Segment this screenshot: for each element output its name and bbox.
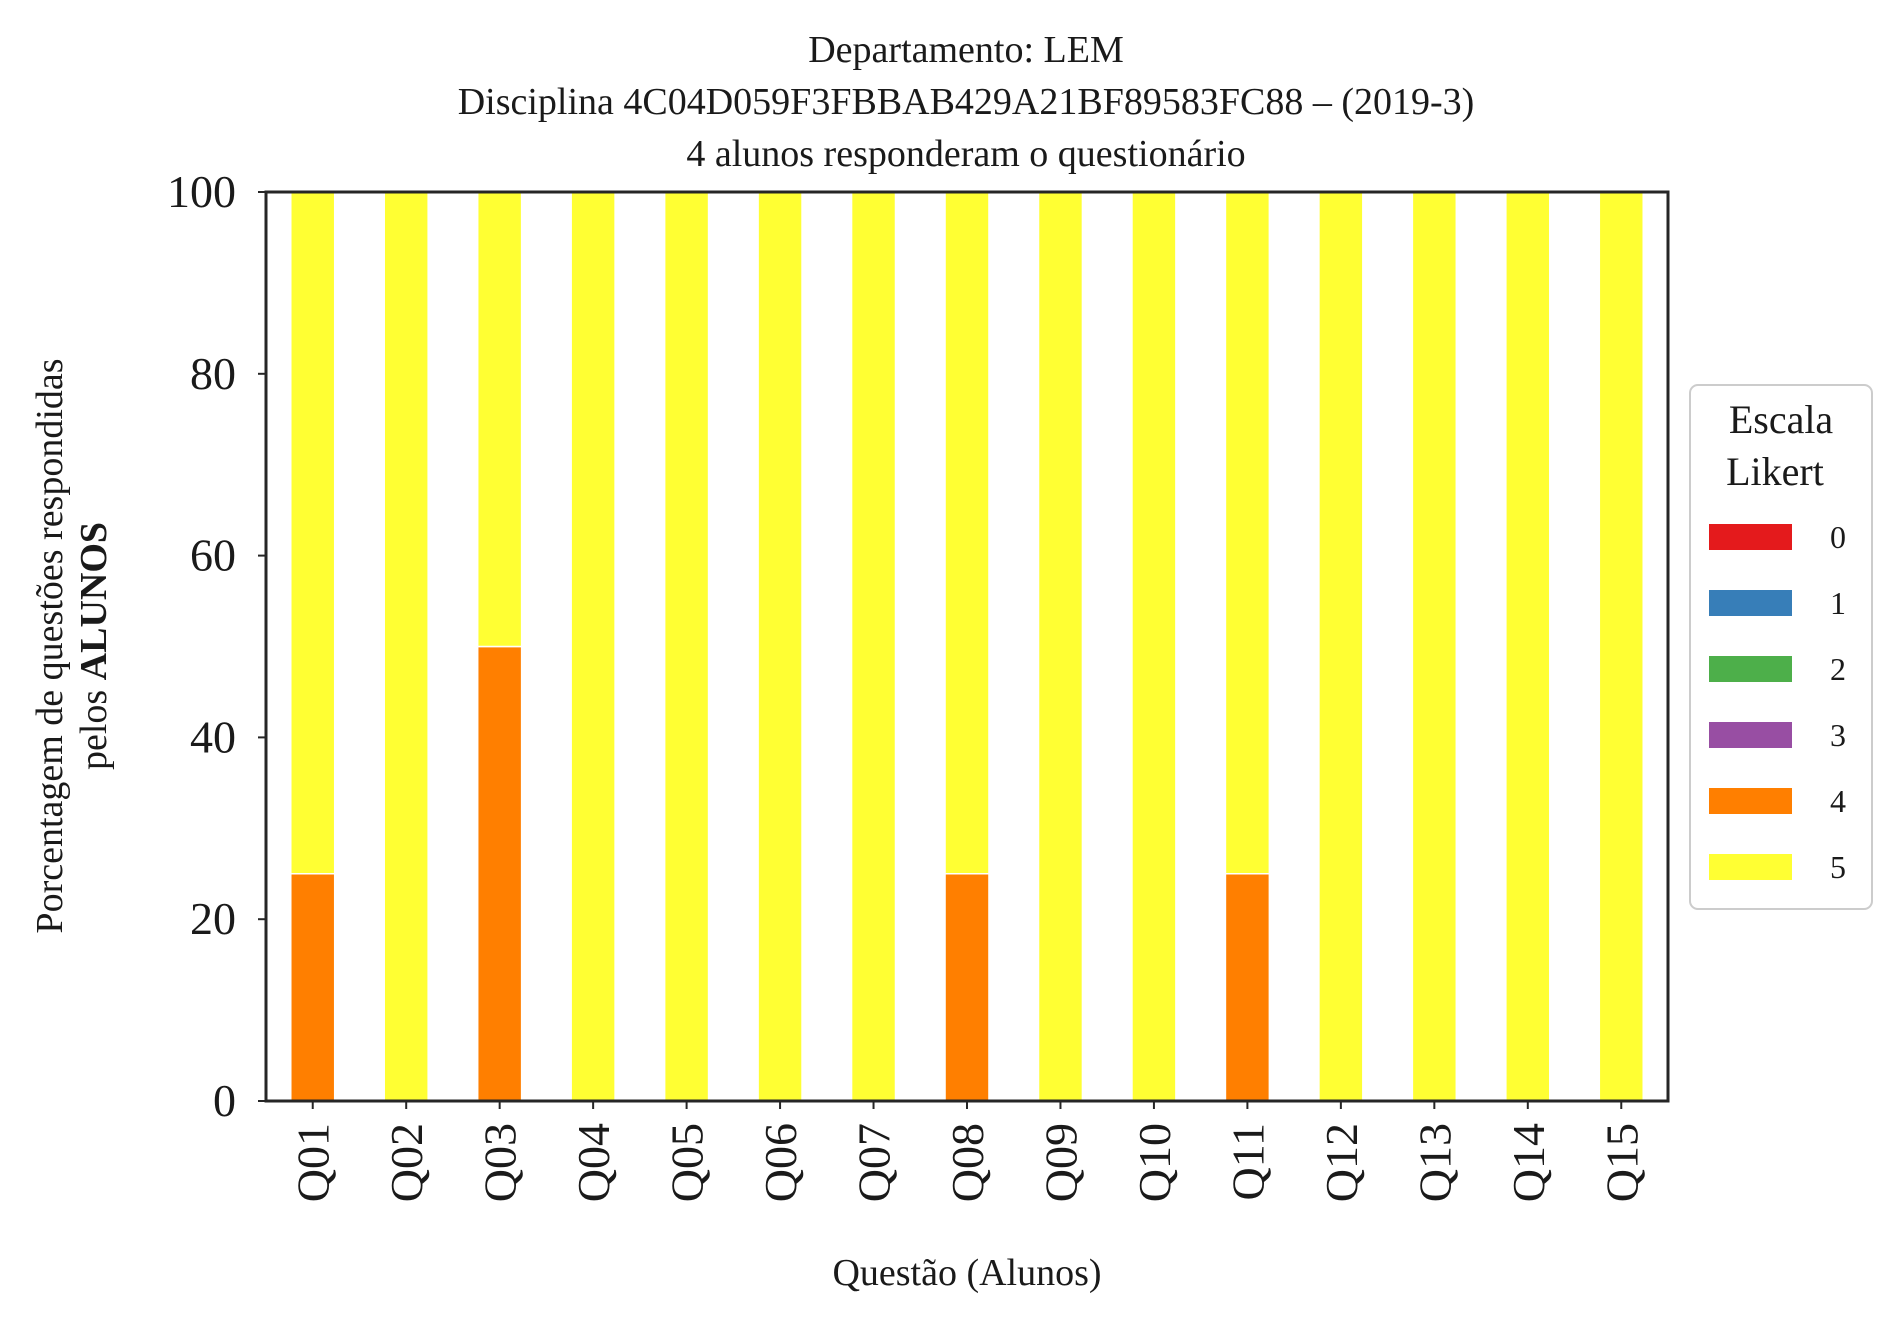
bar-Q13-scale-5 [1411,191,1458,1102]
y-axis-label-line-2: pelos ALUNOS [73,522,115,770]
x-tick-label-Q04: Q04 [568,1123,619,1202]
chart-title-line-3: 4 alunos responderam o questionário [686,133,1245,175]
y-axis-label-line-1: Porcentagem de questões respondidas [29,358,71,933]
chart-title: Departamento: LEM Disciplina 4C04D059F3F… [458,29,1475,175]
y-tick-label: 40 [190,711,236,762]
y-axis-label: Porcentagem de questões respondidas pelo… [29,358,115,933]
x-tick-label-Q07: Q07 [849,1123,900,1202]
x-tick-label-Q10: Q10 [1129,1123,1180,1202]
legend-swatch-5 [1709,854,1792,880]
legend-swatch-1 [1709,590,1792,616]
bar-Q08-scale-5 [944,191,990,875]
bar-Q02-scale-5 [383,191,429,1102]
legend-label-1: 1 [1830,585,1846,621]
y-tick-label: 60 [190,530,236,581]
chart-title-line-2: Disciplina 4C04D059F3FBBAB429A21BF89583F… [458,81,1475,123]
y-tick-label: 0 [213,1075,236,1126]
x-tick-label-Q12: Q12 [1316,1123,1367,1202]
x-tick-label-Q05: Q05 [662,1123,713,1202]
bar-Q01-scale-5 [290,191,336,875]
x-tick-label-Q09: Q09 [1035,1123,1086,1202]
bar-Q04-scale-5 [570,191,616,1102]
y-tick-label: 20 [190,893,236,944]
y-axis-label-bold: ALUNOS [73,522,115,680]
x-tick-label-Q06: Q06 [755,1123,806,1202]
bar-Q08-scale-4 [944,873,990,1102]
legend-swatch-4 [1709,788,1792,814]
x-tick-label-Q13: Q13 [1409,1123,1460,1202]
x-tick-label-Q14: Q14 [1503,1123,1554,1202]
legend: Escala Likert 0 1 2 3 4 5 [1689,384,1873,910]
bar-Q06-scale-5 [757,191,803,1102]
x-tick-label-Q08: Q08 [942,1123,993,1202]
y-axis-label-prefix: pelos [73,680,115,770]
legend-swatch-0 [1709,524,1792,550]
bar-Q12-scale-5 [1318,191,1364,1102]
chart-title-line-1: Departamento: LEM [808,29,1124,71]
bar-Q07-scale-5 [850,191,897,1102]
legend-label-0: 0 [1830,519,1846,555]
bar-Q01-scale-4 [290,873,336,1102]
legend-title-line-1: Escala [1729,397,1834,442]
bars-group [290,191,1644,1102]
bar-Q11-scale-4 [1224,873,1271,1102]
legend-label-2: 2 [1830,651,1846,687]
bar-Q14-scale-5 [1505,191,1551,1102]
bar-Q03-scale-4 [476,645,523,1102]
legend-label-5: 5 [1830,849,1846,885]
bar-Q10-scale-5 [1131,191,1177,1102]
bar-Q03-scale-5 [476,191,523,648]
x-tick-label-Q01: Q01 [288,1123,339,1202]
bar-Q05-scale-5 [663,191,710,1102]
x-tick-label-Q11: Q11 [1222,1123,1273,1201]
legend-swatch-3 [1709,722,1792,748]
y-axis-ticks: 0 20 40 60 80 100 [167,166,266,1126]
x-axis-ticks: Q01 Q02 Q03 Q04 Q05 Q06 Q07 Q08 Q09 Q10 Q11 Q12 Q13 Q… [288,1101,1647,1202]
legend-box [1689,384,1873,910]
legend-title-line-2: Likert [1726,449,1824,494]
legend-swatch-2 [1709,656,1792,682]
bar-Q11-scale-5 [1224,191,1271,875]
legend-label-4: 4 [1830,783,1846,819]
x-tick-label-Q15: Q15 [1596,1123,1647,1202]
legend-items: 0 1 2 3 4 5 [1709,519,1846,885]
x-tick-label-Q03: Q03 [475,1123,526,1202]
plot-area [264,190,1670,1103]
y-tick-label: 80 [190,348,236,399]
bar-Q09-scale-5 [1037,191,1084,1102]
y-tick-label: 100 [167,166,236,217]
bar-Q15-scale-5 [1598,191,1644,1102]
x-axis-label: Questão (Alunos) [832,1252,1101,1294]
x-tick-label-Q02: Q02 [381,1123,432,1202]
legend-label-3: 3 [1830,717,1846,753]
